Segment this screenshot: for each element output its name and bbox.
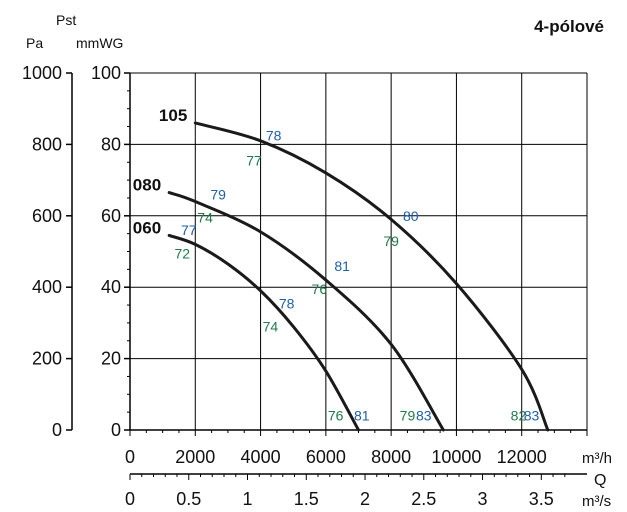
noise-label: 79 <box>383 233 399 249</box>
unit-pa: Pa <box>26 35 43 51</box>
mmwg-tick-label: 40 <box>101 277 121 297</box>
noise-label: 82 <box>511 408 527 424</box>
noise-label: 74 <box>197 210 213 226</box>
noise-label: 81 <box>354 408 370 424</box>
noise-label: 76 <box>328 408 344 424</box>
m3h-tick-label: 10000 <box>431 447 481 467</box>
pa-tick-label: 0 <box>52 420 62 440</box>
pa-tick-label: 600 <box>32 206 62 226</box>
noise-label: 72 <box>174 245 190 261</box>
m3h-tick-label: 6000 <box>306 447 346 467</box>
noise-label: 79 <box>210 186 226 202</box>
mmwg-tick-label: 0 <box>111 420 121 440</box>
curves <box>167 121 550 432</box>
m3s-tick-label: 0.5 <box>176 489 201 509</box>
m3s-tick-label: 2 <box>360 489 370 509</box>
noise-label: 76 <box>312 281 328 297</box>
mmwg-tick-label: 80 <box>101 134 121 154</box>
mmwg-tick-label: 60 <box>101 206 121 226</box>
curve-060 <box>167 233 360 432</box>
m3s-tick-label: 1 <box>243 489 253 509</box>
curve-080 <box>167 191 445 432</box>
m3s-tick-label: 0 <box>125 489 135 509</box>
noise-label: 83 <box>524 408 540 424</box>
m3s-tick-label: 2.5 <box>411 489 436 509</box>
m3h-tick-label: 8000 <box>371 447 411 467</box>
noise-label: 78 <box>266 127 282 143</box>
m3s-tick-label: 3 <box>478 489 488 509</box>
noise-label: 78 <box>279 295 295 311</box>
m3s-tick-label: 1.5 <box>294 489 319 509</box>
unit-m3h: m³/h <box>582 450 612 467</box>
m3h-tick-label: 2000 <box>175 447 215 467</box>
series-label-060: 060 <box>133 218 161 237</box>
pa-tick-label: 200 <box>32 349 62 369</box>
pa-tick-label: 1000 <box>22 63 62 83</box>
mmwg-tick-label: 20 <box>101 349 121 369</box>
noise-label: 83 <box>416 408 432 424</box>
unit-m3s: m³/s <box>582 493 611 510</box>
pa-tick-label: 400 <box>32 277 62 297</box>
unit-q: Q <box>594 472 606 489</box>
noise-label: 77 <box>246 152 262 168</box>
m3s-tick-label: 3.5 <box>529 489 554 509</box>
grid <box>130 72 588 430</box>
series-label-080: 080 <box>133 176 161 195</box>
pa-tick-label: 800 <box>32 134 62 154</box>
m3h-tick-label: 0 <box>125 447 135 467</box>
unit-mmwg: mmWG <box>76 35 123 51</box>
noise-label: 74 <box>263 318 279 334</box>
series-label-105: 105 <box>159 106 187 125</box>
noise-label: 77 <box>181 222 197 238</box>
m3h-tick-label: 12000 <box>497 447 547 467</box>
noise-label: 80 <box>403 208 419 224</box>
noise-label: 79 <box>400 408 416 424</box>
mmwg-tick-label: 100 <box>91 63 121 83</box>
curve-105 <box>193 121 550 432</box>
m3h-tick-label: 4000 <box>241 447 281 467</box>
unit-pst: Pst <box>56 12 76 28</box>
noise-label: 81 <box>334 258 350 274</box>
chart-title: 4-pólové <box>534 17 604 36</box>
